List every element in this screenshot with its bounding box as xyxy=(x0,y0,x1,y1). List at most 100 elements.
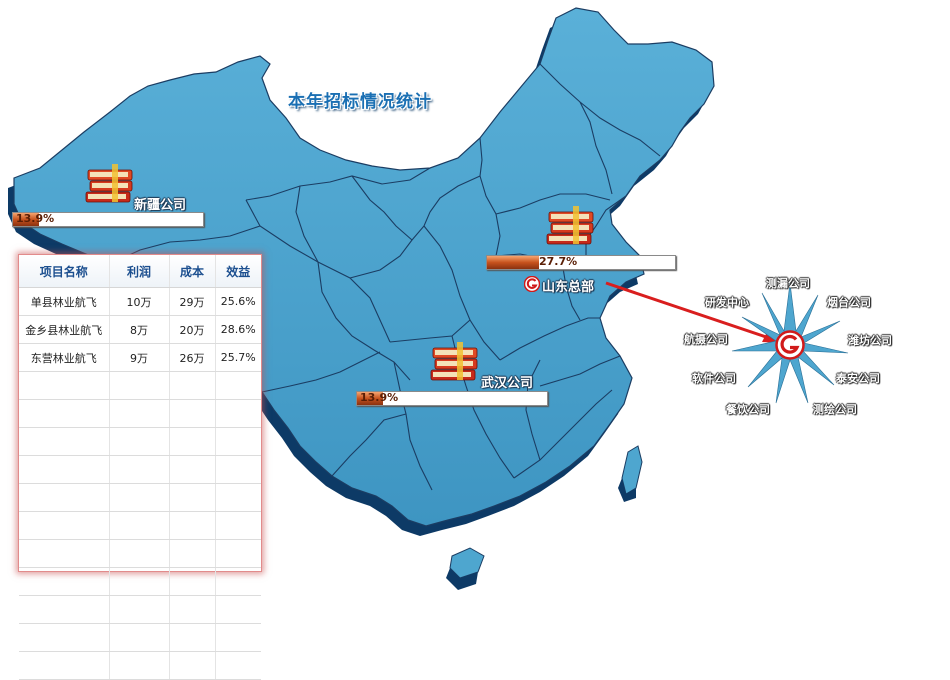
empty-cell xyxy=(215,483,261,512)
table-body: 单县林业航飞 10万 29万 25.6% 金乡县林业航飞 8万 20万 28.6% 东营林业航飞… xyxy=(19,287,261,680)
books-icon[interactable] xyxy=(427,340,483,384)
subsidiary-label[interactable]: 软件公司 xyxy=(692,372,736,385)
subsidiary-label[interactable]: 泰安公司 xyxy=(836,372,880,385)
empty-cell xyxy=(169,623,216,652)
page-title: 本年招标情况统计 xyxy=(288,92,432,112)
empty-cell xyxy=(109,539,170,568)
company-logo-icon[interactable] xyxy=(775,330,805,360)
subsidiary-label[interactable]: 餐饮公司 xyxy=(726,403,770,416)
empty-cell xyxy=(169,539,216,568)
table-row-empty xyxy=(19,623,261,652)
progress-fill xyxy=(487,256,540,269)
table-row-empty xyxy=(19,371,261,400)
subsidiary-label[interactable]: 航摄公司 xyxy=(684,333,728,346)
table-header-row: 项目名称 利润 成本 效益 xyxy=(19,255,261,288)
empty-cell xyxy=(19,455,110,484)
empty-cell xyxy=(19,539,110,568)
table-row-empty xyxy=(19,595,261,624)
empty-cell xyxy=(109,623,170,652)
benefit-cell: 25.6% xyxy=(215,287,261,316)
empty-cell xyxy=(169,567,216,596)
empty-cell xyxy=(215,511,261,540)
project-name-cell: 金乡县林业航飞 xyxy=(19,315,110,344)
empty-cell xyxy=(109,371,170,400)
company-logo-icon[interactable] xyxy=(524,276,540,292)
empty-cell xyxy=(19,427,110,456)
books-icon[interactable] xyxy=(82,162,138,206)
table-row[interactable]: 东营林业航飞 9万 26万 25.7% xyxy=(19,343,261,372)
empty-cell xyxy=(19,651,110,680)
cost-cell: 29万 xyxy=(169,287,216,316)
empty-cell xyxy=(109,651,170,680)
empty-cell xyxy=(19,483,110,512)
column-header-profit[interactable]: 利润 xyxy=(109,255,170,288)
subsidiary-label[interactable]: 测绘公司 xyxy=(813,403,857,416)
hq-label[interactable]: 山东总部 xyxy=(542,280,595,295)
table-row-empty xyxy=(19,511,261,540)
table-row-empty xyxy=(19,399,261,428)
empty-cell xyxy=(19,399,110,428)
progress-fill xyxy=(13,213,40,226)
empty-cell xyxy=(215,595,261,624)
empty-cell xyxy=(19,371,110,400)
empty-cell xyxy=(19,511,110,540)
empty-cell xyxy=(169,455,216,484)
empty-cell xyxy=(109,427,170,456)
progress-fill xyxy=(357,392,384,405)
profit-cell: 9万 xyxy=(109,343,170,372)
province-borders xyxy=(109,63,661,491)
books-icon[interactable] xyxy=(543,204,599,248)
empty-cell xyxy=(169,427,216,456)
project-table-panel: 项目名称 利润 成本 效益 单县林业航飞 10万 29万 25.6% 金乡县林业航飞 8万… xyxy=(18,254,262,680)
table-row[interactable]: 金乡县林业航飞 8万 20万 28.6% xyxy=(19,315,261,344)
empty-cell xyxy=(215,399,261,428)
empty-cell xyxy=(19,595,110,624)
subsidiary-label[interactable]: 研发中心 xyxy=(705,296,749,309)
empty-cell xyxy=(215,539,261,568)
subsidiary-label[interactable]: 测漏公司 xyxy=(766,277,810,290)
column-header-benefit[interactable]: 效益 xyxy=(215,255,261,288)
empty-cell xyxy=(215,427,261,456)
profit-cell: 8万 xyxy=(109,315,170,344)
table-row[interactable]: 单县林业航飞 10万 29万 25.6% xyxy=(19,287,261,316)
progress-bar-wuhan: 13.9% xyxy=(356,391,548,406)
empty-cell xyxy=(215,651,261,680)
empty-cell xyxy=(109,483,170,512)
project-name-cell: 东营林业航飞 xyxy=(19,343,110,372)
subsidiary-label[interactable]: 烟台公司 xyxy=(827,296,871,309)
project-name-cell: 单县林业航飞 xyxy=(19,287,110,316)
empty-cell xyxy=(169,511,216,540)
benefit-cell: 28.6% xyxy=(215,315,261,344)
empty-cell xyxy=(109,567,170,596)
empty-cell xyxy=(109,455,170,484)
empty-cell xyxy=(19,567,110,596)
progress-bar-xinjiang: 13.9% xyxy=(12,212,204,227)
progress-text: 27.7% xyxy=(539,255,578,268)
empty-cell xyxy=(215,455,261,484)
empty-cell xyxy=(215,371,261,400)
table-row-empty xyxy=(19,427,261,456)
profit-cell: 10万 xyxy=(109,287,170,316)
empty-cell xyxy=(109,511,170,540)
cost-cell: 26万 xyxy=(169,343,216,372)
empty-cell xyxy=(169,371,216,400)
empty-cell xyxy=(109,595,170,624)
branch-label-wuhan: 武汉公司 xyxy=(481,376,534,391)
empty-cell xyxy=(215,623,261,652)
map-taiwan xyxy=(621,445,643,495)
column-header-name[interactable]: 项目名称 xyxy=(19,255,110,288)
progress-bar-shandong: 27.7% xyxy=(486,255,676,270)
subsidiary-label[interactable]: 潍坊公司 xyxy=(848,334,892,347)
empty-cell xyxy=(215,567,261,596)
project-table: 项目名称 利润 成本 效益 单县林业航飞 10万 29万 25.6% 金乡县林业航飞 8万… xyxy=(19,255,261,680)
empty-cell xyxy=(109,399,170,428)
empty-cell xyxy=(169,595,216,624)
empty-cell xyxy=(19,623,110,652)
progress-text: 13.9% xyxy=(16,212,55,225)
branch-label-xinjiang: 新疆公司 xyxy=(134,198,187,213)
column-header-cost[interactable]: 成本 xyxy=(169,255,216,288)
table-row-empty xyxy=(19,539,261,568)
empty-cell xyxy=(169,483,216,512)
table-row-empty xyxy=(19,455,261,484)
empty-cell xyxy=(169,651,216,680)
